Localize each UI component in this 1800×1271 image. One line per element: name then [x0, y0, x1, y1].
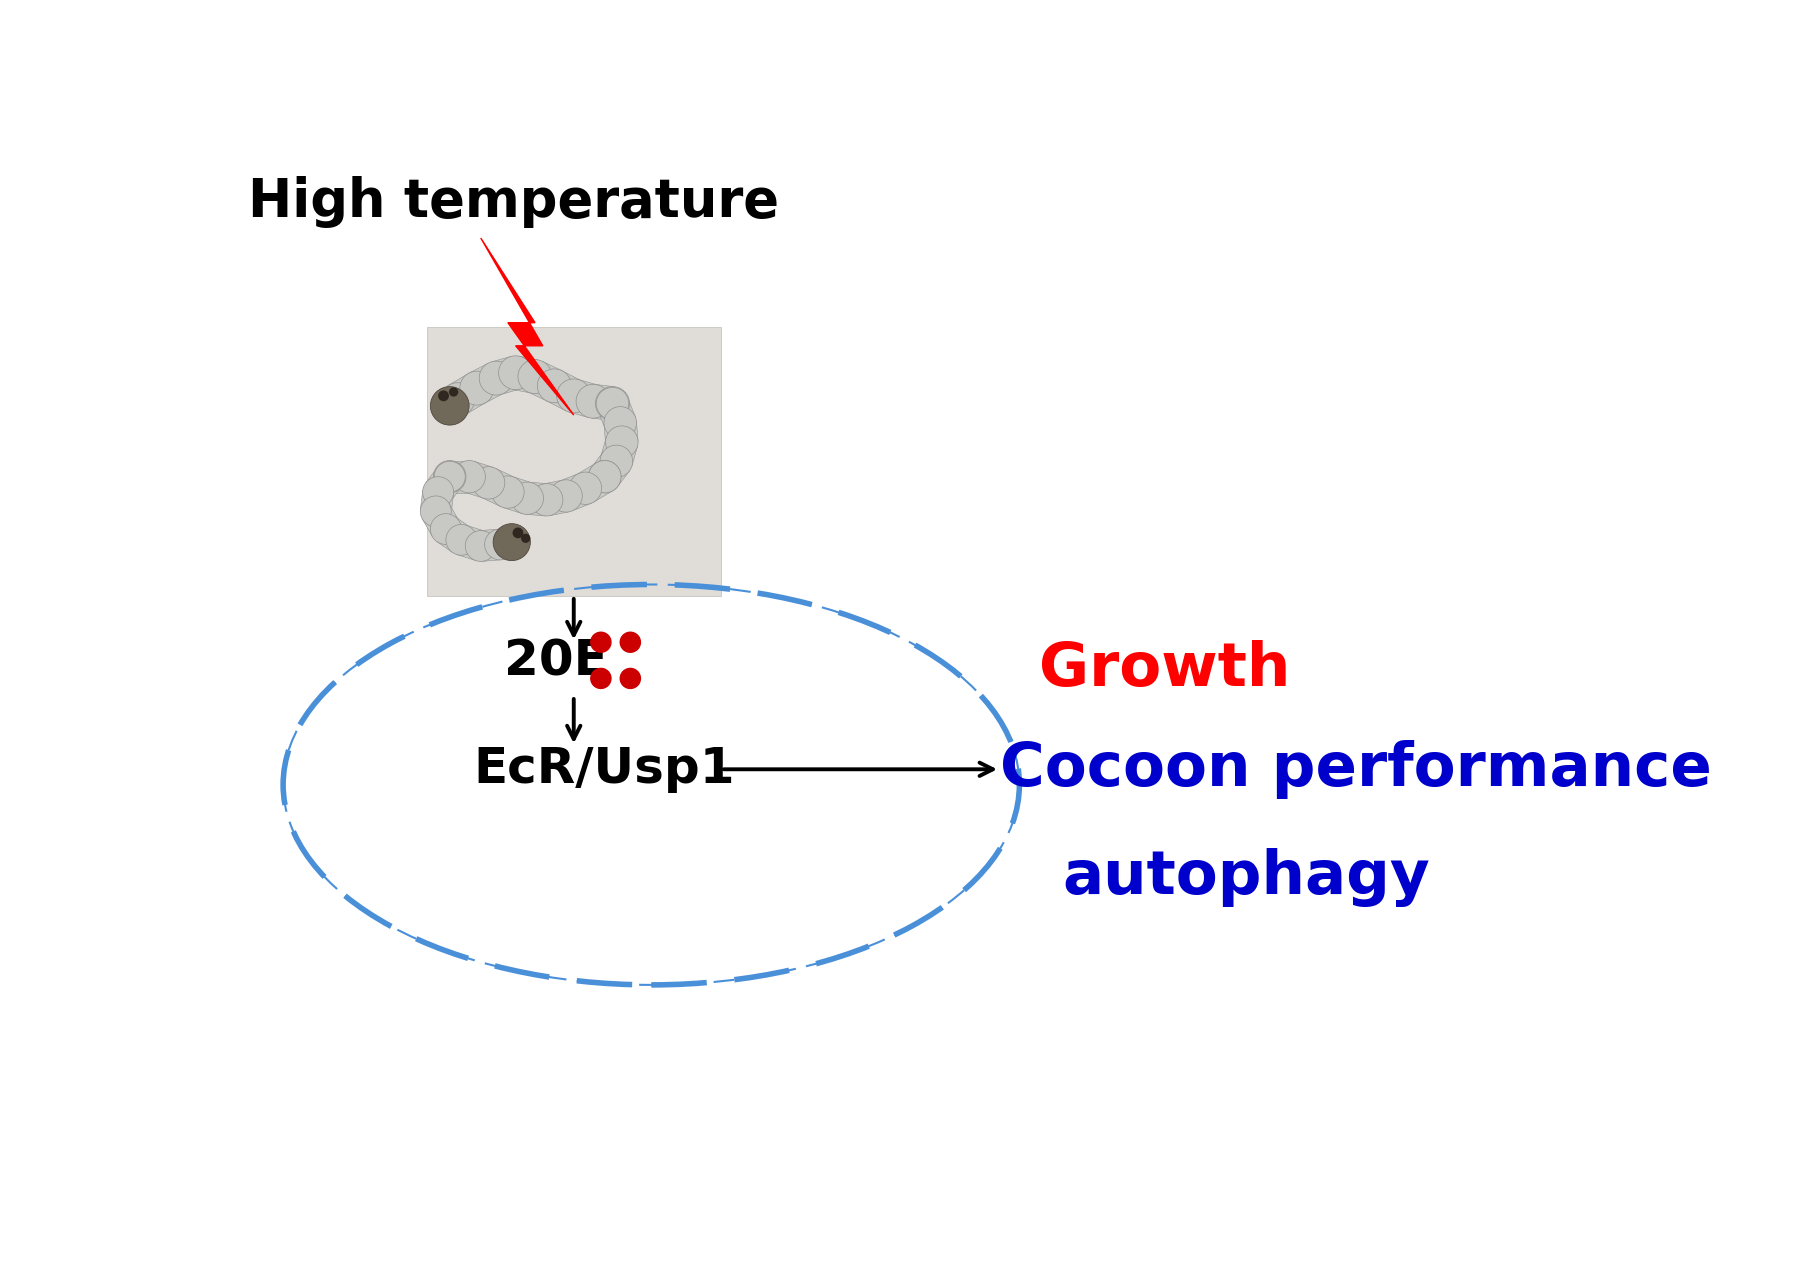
Circle shape	[448, 388, 459, 397]
Circle shape	[454, 460, 486, 493]
Polygon shape	[527, 361, 562, 402]
Circle shape	[596, 388, 628, 419]
Circle shape	[549, 479, 581, 512]
Circle shape	[556, 379, 590, 413]
Circle shape	[472, 466, 504, 500]
Polygon shape	[590, 384, 614, 421]
Circle shape	[621, 669, 641, 689]
Circle shape	[538, 369, 571, 403]
Polygon shape	[513, 356, 538, 393]
Polygon shape	[502, 477, 533, 513]
Circle shape	[430, 386, 470, 425]
Polygon shape	[560, 473, 592, 511]
Circle shape	[605, 407, 637, 438]
Circle shape	[446, 525, 477, 555]
Polygon shape	[448, 374, 486, 414]
Circle shape	[621, 632, 641, 652]
Circle shape	[434, 460, 466, 493]
Polygon shape	[481, 468, 515, 507]
Polygon shape	[437, 516, 470, 553]
Circle shape	[493, 524, 531, 561]
Polygon shape	[601, 437, 637, 465]
Polygon shape	[598, 398, 635, 428]
Text: Cocoon performance: Cocoon performance	[1001, 740, 1712, 798]
Circle shape	[531, 484, 563, 516]
Circle shape	[590, 669, 610, 689]
Circle shape	[513, 527, 524, 539]
Circle shape	[589, 460, 621, 493]
Polygon shape	[423, 503, 459, 536]
Circle shape	[459, 371, 493, 405]
Polygon shape	[592, 451, 630, 487]
Circle shape	[589, 460, 621, 493]
Circle shape	[464, 530, 497, 562]
Circle shape	[520, 534, 531, 543]
Circle shape	[434, 461, 464, 492]
Text: Growth: Growth	[1039, 639, 1291, 699]
Circle shape	[430, 513, 461, 544]
Polygon shape	[569, 380, 598, 418]
Polygon shape	[464, 461, 493, 498]
Circle shape	[596, 386, 630, 421]
Circle shape	[499, 356, 533, 390]
Text: 20E: 20E	[504, 638, 608, 685]
Circle shape	[605, 426, 637, 459]
Polygon shape	[544, 480, 569, 516]
Text: autophagy: autophagy	[1062, 848, 1429, 906]
Polygon shape	[491, 356, 520, 394]
Circle shape	[437, 390, 448, 402]
Polygon shape	[421, 491, 454, 513]
Polygon shape	[470, 364, 504, 403]
Polygon shape	[578, 463, 614, 502]
Circle shape	[569, 472, 601, 505]
Polygon shape	[605, 422, 637, 444]
Polygon shape	[547, 371, 581, 411]
Polygon shape	[427, 468, 463, 501]
Circle shape	[479, 361, 513, 395]
Text: EcR/Usp1: EcR/Usp1	[473, 745, 734, 793]
Circle shape	[423, 477, 454, 507]
Circle shape	[590, 632, 610, 652]
Circle shape	[518, 360, 553, 394]
Text: High temperature: High temperature	[248, 177, 779, 229]
Polygon shape	[481, 238, 574, 416]
Circle shape	[511, 482, 544, 515]
Circle shape	[599, 445, 632, 478]
Circle shape	[421, 496, 452, 526]
Polygon shape	[450, 460, 470, 493]
Bar	[427, 327, 722, 596]
Polygon shape	[457, 525, 486, 561]
Polygon shape	[479, 529, 502, 562]
Polygon shape	[526, 482, 547, 516]
Circle shape	[576, 384, 610, 418]
Circle shape	[441, 383, 475, 417]
Circle shape	[491, 475, 524, 508]
Circle shape	[484, 529, 515, 559]
